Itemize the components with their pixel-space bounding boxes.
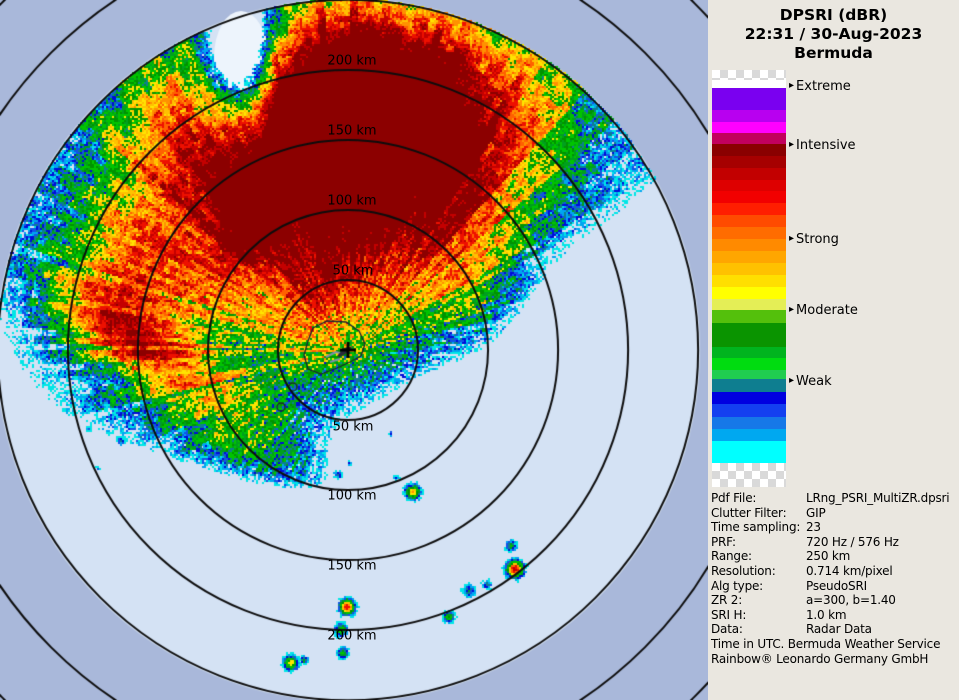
- color-scale-segment: [712, 299, 786, 310]
- color-scale-transparent-bottom: [712, 463, 786, 487]
- metadata-label: Clutter Filter:: [711, 505, 787, 520]
- metadata-value: 720 Hz / 576 Hz: [806, 534, 899, 549]
- metadata-row: Range: 250 km: [711, 549, 958, 564]
- product-metadata: Pdf File: LRng_PSRI_MultiZR.dpsri Clutter …: [711, 491, 958, 666]
- legend-arrow-icon: ▸: [789, 233, 795, 244]
- legend-arrow-icon: ▸: [789, 139, 795, 150]
- info-panel: DPSRI (dBR) 22:31 / 30-Aug-2023 Bermuda …: [708, 0, 959, 700]
- metadata-label: Range:: [711, 549, 752, 564]
- color-scale-segment: [712, 239, 786, 251]
- metadata-value: GIP: [806, 505, 826, 520]
- metadata-value: 23: [806, 520, 821, 535]
- legend-arrow-icon: ▸: [789, 304, 795, 315]
- color-scale-segment: [712, 251, 786, 263]
- metadata-row: SRI H: 1.0 km: [711, 608, 958, 623]
- legend-label-weak: ▸ Weak: [789, 373, 832, 389]
- metadata-value: Radar Data: [806, 622, 872, 637]
- legend-label-text: Weak: [796, 373, 832, 389]
- metadata-value: 0.714 km/pixel: [806, 563, 893, 578]
- metadata-label: Alg type:: [711, 578, 764, 593]
- metadata-label: ZR 2:: [711, 593, 743, 608]
- radar-echo-canvas: [0, 0, 708, 700]
- metadata-value: a=300, b=1.40: [806, 593, 896, 608]
- color-scale-segment: [712, 88, 786, 110]
- legend-label-text: Intensive: [796, 137, 856, 153]
- color-scale-segment: [712, 323, 786, 347]
- color-scale-segment: [712, 379, 786, 392]
- color-scale-segment: [712, 144, 786, 156]
- metadata-row: ZR 2: a=300, b=1.40: [711, 593, 958, 608]
- legend-label-text: Extreme: [796, 78, 851, 94]
- color-scale-segment: [712, 180, 786, 191]
- color-scale-segment: [712, 358, 786, 370]
- color-scale-segment: [712, 287, 786, 299]
- color-scale-segment: [712, 122, 786, 133]
- color-scale-segment: [712, 80, 786, 88]
- metadata-label: Time sampling:: [711, 520, 801, 535]
- metadata-row: Clutter Filter: GIP: [711, 506, 958, 521]
- color-scale-segment: [712, 347, 786, 358]
- legend-label-text: Moderate: [796, 302, 858, 318]
- color-scale-segment: [712, 110, 786, 122]
- color-scale-segment: [712, 168, 786, 180]
- color-scale-segment: [712, 156, 786, 168]
- metadata-label: Resolution:: [711, 563, 776, 578]
- metadata-label: Data:: [711, 622, 743, 637]
- footer-note: Rainbow® Leonardo Germany GmbH: [711, 651, 929, 666]
- legend-arrow-icon: ▸: [789, 375, 795, 386]
- color-scale-segment: [712, 417, 786, 429]
- legend-label-text: Strong: [796, 231, 839, 247]
- footer-note: Time in UTC. Bermuda Weather Service: [711, 636, 941, 651]
- metadata-value: 250 km: [806, 549, 851, 564]
- metadata-row: Data: Radar Data: [711, 622, 958, 637]
- metadata-row: PRF: 720 Hz / 576 Hz: [711, 535, 958, 550]
- intensity-color-scale: [712, 70, 786, 487]
- color-scale-segment: [712, 263, 786, 275]
- color-scale-segment: [712, 404, 786, 417]
- metadata-value: LRng_PSRI_MultiZR.dpsri: [806, 491, 950, 505]
- legend-arrow-icon: ▸: [789, 80, 795, 91]
- color-scale-transparent-top: [712, 70, 786, 80]
- metadata-row: Pdf File: LRng_PSRI_MultiZR.dpsri: [711, 491, 958, 506]
- radar-map: 200 km 150 km 100 km 50 km 50 km 100 km 150 km…: [0, 0, 708, 700]
- metadata-row: Resolution: 0.714 km/pixel: [711, 564, 958, 579]
- color-scale-segment: [712, 441, 786, 463]
- color-scale-segment: [712, 370, 786, 379]
- metadata-value: PseudoSRI: [806, 578, 867, 593]
- color-scale-segment: [712, 191, 786, 203]
- product-timestamp: 22:31 / 30-Aug-2023: [744, 25, 923, 43]
- metadata-value: 1.0 km: [806, 607, 847, 622]
- color-scale-segment: [712, 392, 786, 404]
- product-title: DPSRI (dBR): [779, 6, 888, 24]
- metadata-row: Time sampling: 23: [711, 520, 958, 535]
- color-scale-segment: [712, 227, 786, 239]
- color-scale-segment: [712, 133, 786, 144]
- legend-label-intensive: ▸ Intensive: [789, 137, 856, 153]
- color-scale-segment: [712, 203, 786, 215]
- metadata-label: SRI H:: [711, 607, 747, 622]
- color-scale-segment: [712, 215, 786, 227]
- panel-header: DPSRI (dBR) 22:31 / 30-Aug-2023 Bermuda: [708, 0, 959, 63]
- legend-label-strong: ▸ Strong: [789, 231, 839, 247]
- station-name: Bermuda: [794, 44, 873, 62]
- metadata-label: Pdf File:: [711, 491, 757, 505]
- metadata-row: Alg type: PseudoSRI: [711, 579, 958, 594]
- legend-label-moderate: ▸ Moderate: [789, 302, 858, 318]
- color-scale-segment: [712, 429, 786, 441]
- legend-label-extreme: ▸ Extreme: [789, 78, 851, 94]
- metadata-label: PRF:: [711, 534, 736, 549]
- color-scale-segment: [712, 310, 786, 323]
- color-scale-segment: [712, 275, 786, 287]
